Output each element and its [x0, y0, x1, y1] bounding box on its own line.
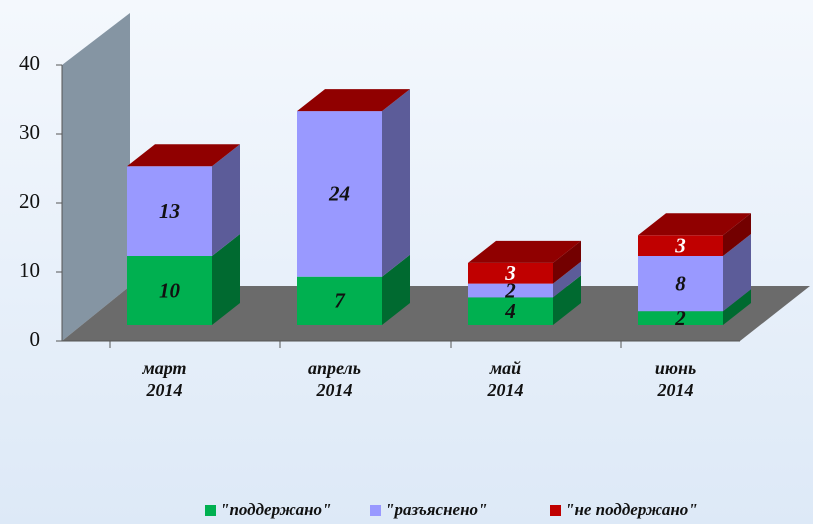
y-tick-label: 40: [19, 51, 40, 75]
legend-swatch: [370, 505, 381, 516]
bar-side: [553, 275, 581, 325]
value-label: 8: [675, 271, 686, 295]
bar-segment: [638, 256, 723, 312]
bar-segment: [297, 111, 382, 277]
value-label: 24: [328, 182, 350, 206]
back-wall: [62, 13, 130, 341]
x-tick-label: май 2014: [487, 358, 524, 400]
y-tick-label: 20: [19, 189, 40, 213]
bar-segment: [127, 256, 212, 325]
x-tick-label: март 2014: [141, 358, 186, 400]
legend-label: "не поддержано": [565, 500, 698, 519]
bar-segment: [468, 262, 553, 284]
y-tick-label: 30: [19, 120, 40, 144]
value-label: 3: [674, 233, 686, 257]
bar-top: [127, 144, 240, 167]
y-tick-label: 10: [19, 258, 40, 282]
bar-top: [468, 240, 581, 263]
legend-swatch: [205, 505, 216, 516]
value-label: 13: [159, 199, 180, 223]
bar-segment: [468, 283, 553, 298]
bar-side: [382, 254, 410, 325]
bar-segment: [468, 297, 553, 325]
bar-segment: [297, 276, 382, 325]
legend-label: "поддержано": [220, 500, 332, 519]
bar-side: [212, 234, 240, 325]
bar-side: [553, 240, 581, 284]
y-tick-label: 0: [30, 327, 41, 351]
x-tick-label: июнь 2014: [655, 358, 696, 400]
bar-segment: [638, 235, 723, 256]
legend-label: "разъяснено": [385, 500, 487, 519]
bar-side: [382, 89, 410, 277]
bar-segment: [127, 166, 212, 256]
legend-swatch: [550, 505, 561, 516]
floor: [62, 286, 810, 341]
value-label: 10: [159, 278, 181, 302]
value-label: 7: [334, 289, 346, 313]
bar-side: [723, 213, 751, 256]
bar-side: [553, 261, 581, 298]
bar-side: [723, 289, 751, 325]
value-label: 3: [504, 261, 516, 285]
x-tick-label: апрель 2014: [308, 358, 361, 400]
value-label: 2: [504, 278, 516, 302]
value-label: 2: [674, 306, 686, 330]
bar-top: [297, 89, 410, 112]
bar-segment: [638, 311, 723, 325]
value-label: 4: [504, 299, 516, 323]
bar-top: [638, 213, 751, 236]
bar-side: [212, 144, 240, 256]
bar-side: [723, 234, 751, 312]
